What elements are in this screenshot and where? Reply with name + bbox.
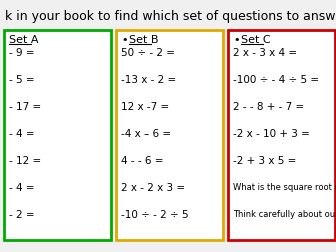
Text: - 17 =: - 17 =: [9, 102, 41, 112]
Bar: [228, 30, 335, 240]
Text: 2 - - 8 + - 7 =: 2 - - 8 + - 7 =: [233, 102, 304, 112]
Text: Think carefully about our...: Think carefully about our...: [233, 210, 336, 219]
Text: 4 - - 6 =: 4 - - 6 =: [121, 156, 164, 166]
Text: 2 x - 2 x 3 =: 2 x - 2 x 3 =: [121, 183, 185, 193]
Text: - 5 =: - 5 =: [9, 75, 35, 85]
Text: •: •: [233, 35, 240, 45]
Text: 2 x - 3 x 4 =: 2 x - 3 x 4 =: [233, 48, 297, 58]
Text: -100 ÷ - 4 ÷ 5 =: -100 ÷ - 4 ÷ 5 =: [233, 75, 319, 85]
Text: -10 ÷ - 2 ÷ 5: -10 ÷ - 2 ÷ 5: [121, 210, 188, 220]
Text: - 4 =: - 4 =: [9, 183, 35, 193]
Text: -2 + 3 x 5 =: -2 + 3 x 5 =: [233, 156, 296, 166]
Text: Set B: Set B: [129, 35, 159, 45]
Bar: [4, 30, 111, 240]
Text: -2 x - 10 + 3 =: -2 x - 10 + 3 =: [233, 129, 310, 139]
Text: -4 x – 6 =: -4 x – 6 =: [121, 129, 171, 139]
Text: - 12 =: - 12 =: [9, 156, 41, 166]
Text: 12 x -7 =: 12 x -7 =: [121, 102, 169, 112]
Text: 50 ÷ - 2 =: 50 ÷ - 2 =: [121, 48, 175, 58]
Text: -13 x - 2 =: -13 x - 2 =: [121, 75, 176, 85]
Bar: [116, 30, 223, 240]
Text: - 4 =: - 4 =: [9, 129, 35, 139]
Text: - 9 =: - 9 =: [9, 48, 35, 58]
Text: Set C: Set C: [241, 35, 270, 45]
Text: - 2 =: - 2 =: [9, 210, 35, 220]
Text: k in your book to find which set of questions to answer...: k in your book to find which set of ques…: [5, 10, 336, 23]
Text: What is the square root o...: What is the square root o...: [233, 183, 336, 192]
Text: Set A: Set A: [9, 35, 39, 45]
Text: •: •: [121, 35, 127, 45]
